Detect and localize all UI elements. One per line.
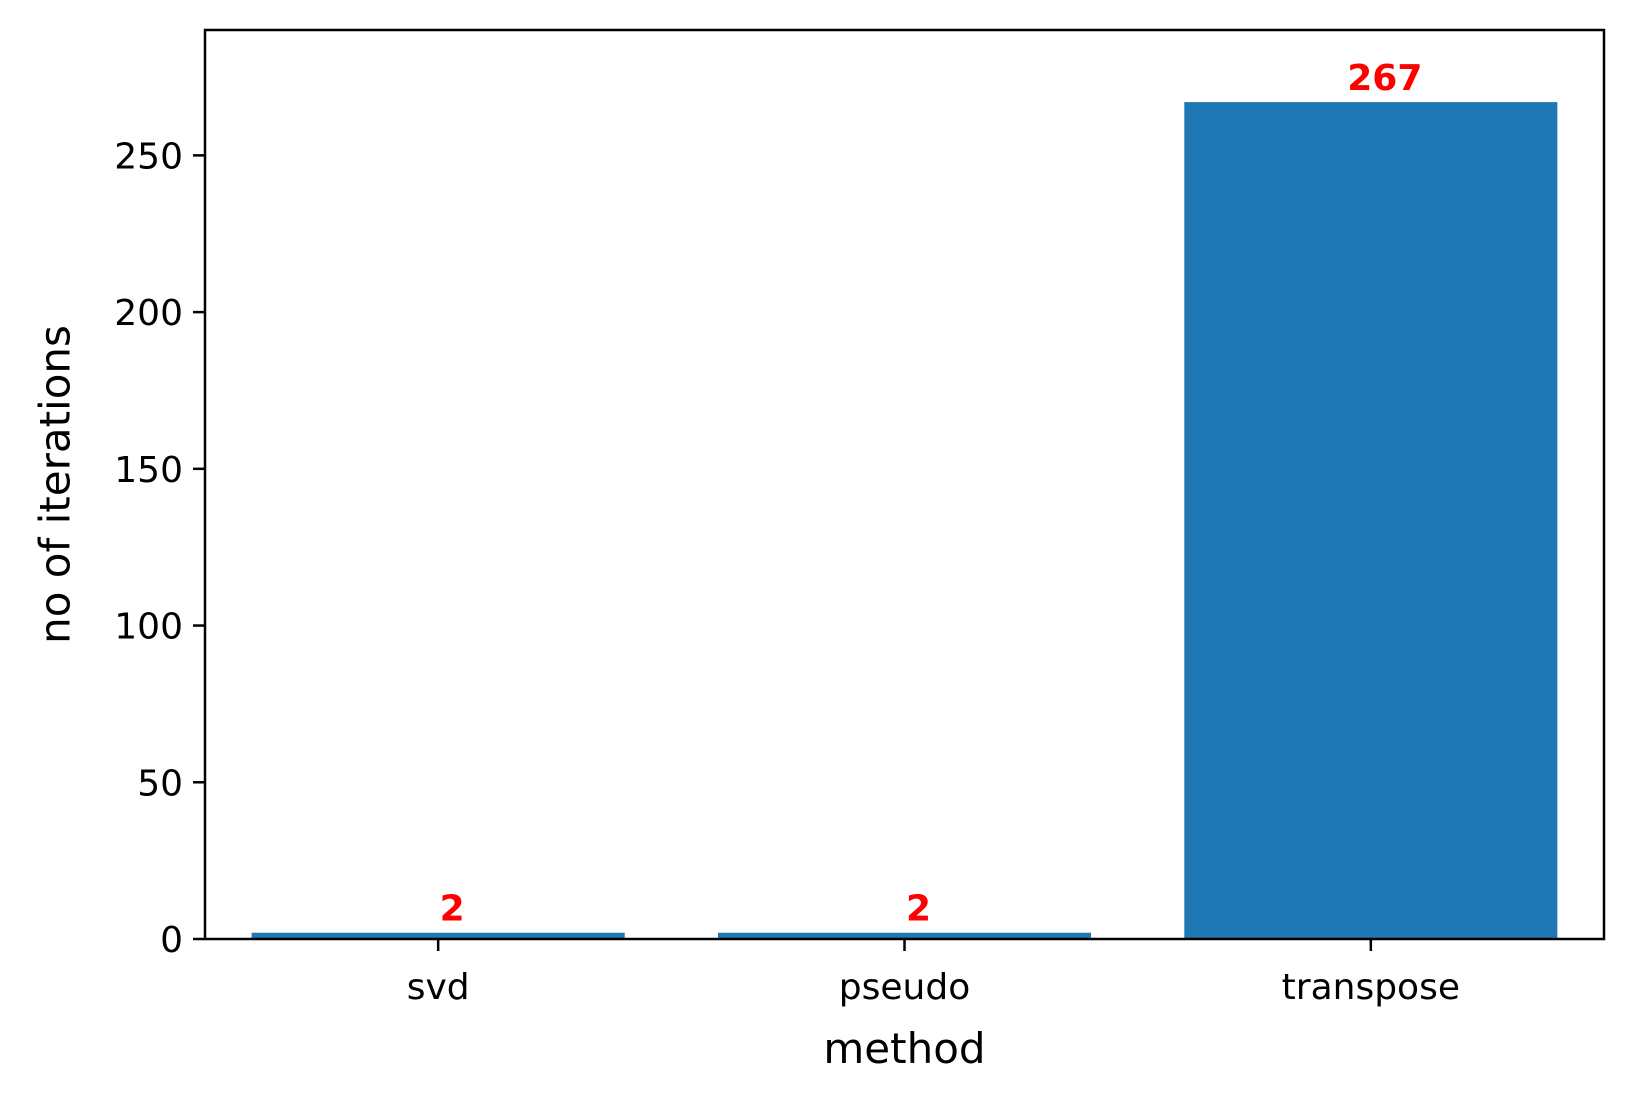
y-axis-title: no of iterations: [31, 325, 80, 644]
y-tick-label-250: 250: [114, 136, 183, 177]
y-tick-label-50: 50: [137, 763, 183, 804]
bar-pseudo: [717, 932, 1092, 939]
plot-frame: [203, 28, 1606, 941]
y-tick-label-100: 100: [114, 607, 183, 648]
bars-layer: [251, 102, 1558, 940]
x-tick-label-pseudo: pseudo: [839, 967, 970, 1008]
x-axis-ticks: svd pseudo transpose: [407, 939, 1460, 1008]
x-axis-title: method: [823, 1024, 985, 1073]
bar-svd: [251, 932, 625, 939]
x-tick-label-svd: svd: [407, 967, 470, 1008]
x-tick-label-transpose: transpose: [1282, 967, 1460, 1008]
y-tick-label-200: 200: [114, 293, 183, 334]
y-tick-label-0: 0: [160, 920, 183, 961]
data-label-svd: 2: [440, 889, 465, 930]
data-label-pseudo: 2: [906, 889, 931, 930]
y-tick-label-150: 150: [114, 450, 183, 491]
y-axis-ticks: 0 50 100 150 200 250: [114, 136, 205, 961]
data-label-transpose: 267: [1347, 58, 1422, 99]
bar-transpose: [1184, 102, 1558, 940]
data-labels-layer: 2 2 267: [440, 58, 1423, 930]
